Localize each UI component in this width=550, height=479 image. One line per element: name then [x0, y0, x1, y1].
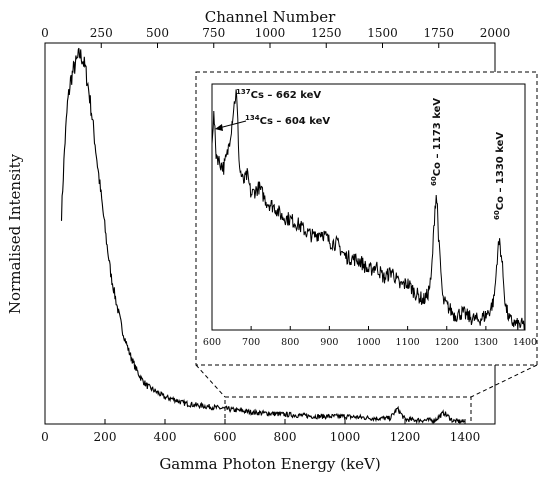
- annotation-cs137-isotope: 137: [236, 88, 251, 96]
- annotation-co1330-isotope: 60: [493, 210, 501, 220]
- x-tick-label: 400: [154, 430, 177, 444]
- annotation-co1173-isotope: 60: [430, 176, 438, 186]
- zoom-connector-left: [195, 364, 226, 398]
- inset-tick-labels: 600 700 800 900 1000 1100 1200 1300 1400: [203, 337, 537, 348]
- annotation-cs137: 137Cs – 662 keV: [236, 88, 321, 101]
- annotation-co1330-label: Co – 1330 keV: [495, 132, 506, 211]
- annotation-cs134-isotope: 134: [245, 114, 260, 122]
- x2-tick-label: 0: [41, 26, 49, 40]
- x2-tick-label: 1000: [255, 26, 286, 40]
- inset-x-tick-label: 1100: [396, 337, 420, 348]
- x2-tick-label: 2000: [480, 26, 511, 40]
- inset-x-tick-label: 1300: [474, 337, 498, 348]
- x-axis-title: Gamma Photon Energy (keV): [159, 455, 380, 473]
- annotation-cs134-label: Cs – 604 keV: [260, 116, 331, 127]
- annotation-cs134-arrow: [218, 120, 247, 129]
- annotation-co1173-label: Co – 1173 keV: [432, 98, 443, 177]
- inset-x-tick-label: 800: [281, 337, 299, 348]
- x-tick-label: 800: [274, 430, 297, 444]
- x-tick-label: 600: [214, 430, 237, 444]
- inset-x-tick-label: 1400: [513, 337, 537, 348]
- x2-axis-title: Channel Number: [205, 8, 336, 26]
- annotation-co1330: 60Co – 1330 keV: [493, 132, 506, 220]
- x2-tick-label: 500: [146, 26, 169, 40]
- inset-x-tick-label: 1200: [435, 337, 459, 348]
- x-tick-label: 1200: [390, 430, 421, 444]
- x-tick-label: 1400: [450, 430, 481, 444]
- x2-tick-label: 750: [202, 26, 225, 40]
- inset-x-tick-label: 700: [242, 337, 260, 348]
- y-axis-title: Normalised Intensity: [6, 153, 24, 314]
- x-tick-label: 0: [41, 430, 49, 444]
- annotation-co1173: 60Co – 1173 keV: [430, 98, 443, 186]
- top-tick-labels: 0 250 500 750 1000 1250 1500 1750 2000: [41, 26, 510, 40]
- zoom-region-box: [224, 396, 472, 425]
- main-series-line: [60, 47, 466, 425]
- annotation-cs134-arrowhead: [215, 124, 223, 131]
- x2-tick-label: 1750: [423, 26, 454, 40]
- x2-tick-label: 250: [90, 26, 113, 40]
- main-tick-labels: 0 200 400 600 800 1000 1200 1400: [41, 430, 480, 444]
- annotation-cs137-label: Cs – 662 keV: [251, 90, 322, 101]
- inset-ticks: [211, 326, 526, 330]
- annotation-cs134: 134Cs – 604 keV: [245, 114, 330, 127]
- inset-x-tick-label: 600: [203, 337, 221, 348]
- x2-tick-label: 1250: [311, 26, 342, 40]
- x-tick-label: 200: [94, 430, 117, 444]
- inset-x-tick-label: 1000: [356, 337, 380, 348]
- inset-x-tick-label: 900: [320, 337, 338, 348]
- top-ticks: [44, 43, 496, 48]
- x2-tick-label: 1500: [367, 26, 398, 40]
- inset-plot-frame: [211, 83, 526, 331]
- zoom-connector-right: [470, 364, 538, 398]
- inset-series-line: [211, 89, 526, 331]
- x-tick-label: 1000: [330, 430, 361, 444]
- main-ticks: [44, 419, 466, 424]
